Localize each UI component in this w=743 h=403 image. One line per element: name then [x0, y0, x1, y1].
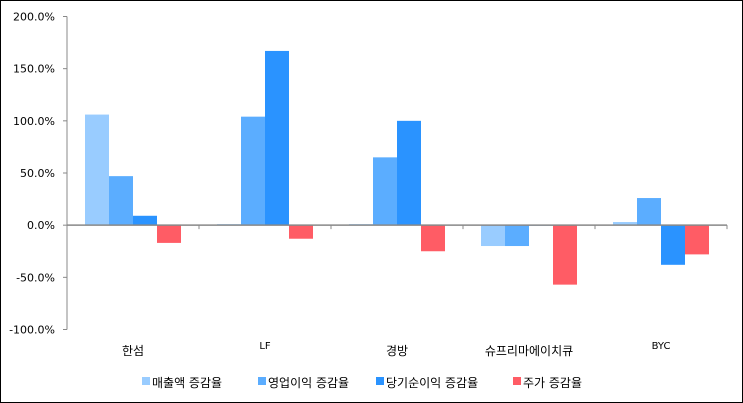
- legend-label-3: 당기순이익 증감율: [386, 376, 478, 390]
- bar-3-2: [265, 50, 289, 226]
- legend-swatch-4: [513, 377, 521, 385]
- y-tick-label: 100.0%: [13, 115, 55, 128]
- bar-2-4: [505, 225, 529, 247]
- bar-4-1: [157, 225, 181, 243]
- bar-3-1: [133, 215, 157, 226]
- category-label: 슈프리마에이치큐: [485, 344, 573, 358]
- bar-2-2: [241, 116, 265, 226]
- legend-label-1: 매출액 증감율: [152, 376, 222, 390]
- bar-1-4: [481, 225, 505, 247]
- category-label: BYC: [652, 341, 671, 352]
- bar-2-3: [373, 157, 397, 226]
- bar-3-3: [397, 120, 421, 226]
- bar-2-1: [109, 176, 133, 226]
- legend-swatch-3: [376, 377, 384, 385]
- y-tick-label: -100.0%: [9, 324, 55, 337]
- y-tick-label: -50.0%: [16, 271, 55, 284]
- legend-swatch-1: [142, 377, 150, 385]
- legend-label-2: 영업이익 증감율: [268, 376, 349, 390]
- bar-1-1: [85, 114, 109, 226]
- y-tick-label: 150.0%: [13, 63, 55, 76]
- legend-label-4: 주가 증감율: [523, 376, 582, 390]
- bar-4-4: [553, 225, 577, 285]
- y-tick-label: 200.0%: [13, 11, 55, 24]
- bar-4-3: [421, 225, 445, 252]
- y-tick-label: 0.0%: [27, 219, 55, 232]
- bar-3-5: [661, 225, 685, 265]
- y-tick-label: 50.0%: [20, 167, 55, 180]
- category-label: LF: [259, 341, 271, 352]
- category-label: 한섬: [122, 344, 144, 358]
- bar-1-5: [613, 222, 637, 226]
- bar-4-5: [685, 225, 709, 255]
- bar-2-5: [637, 198, 661, 226]
- bar-4-2: [289, 225, 313, 239]
- legend-swatch-2: [258, 377, 266, 385]
- category-label: 경방: [386, 344, 408, 358]
